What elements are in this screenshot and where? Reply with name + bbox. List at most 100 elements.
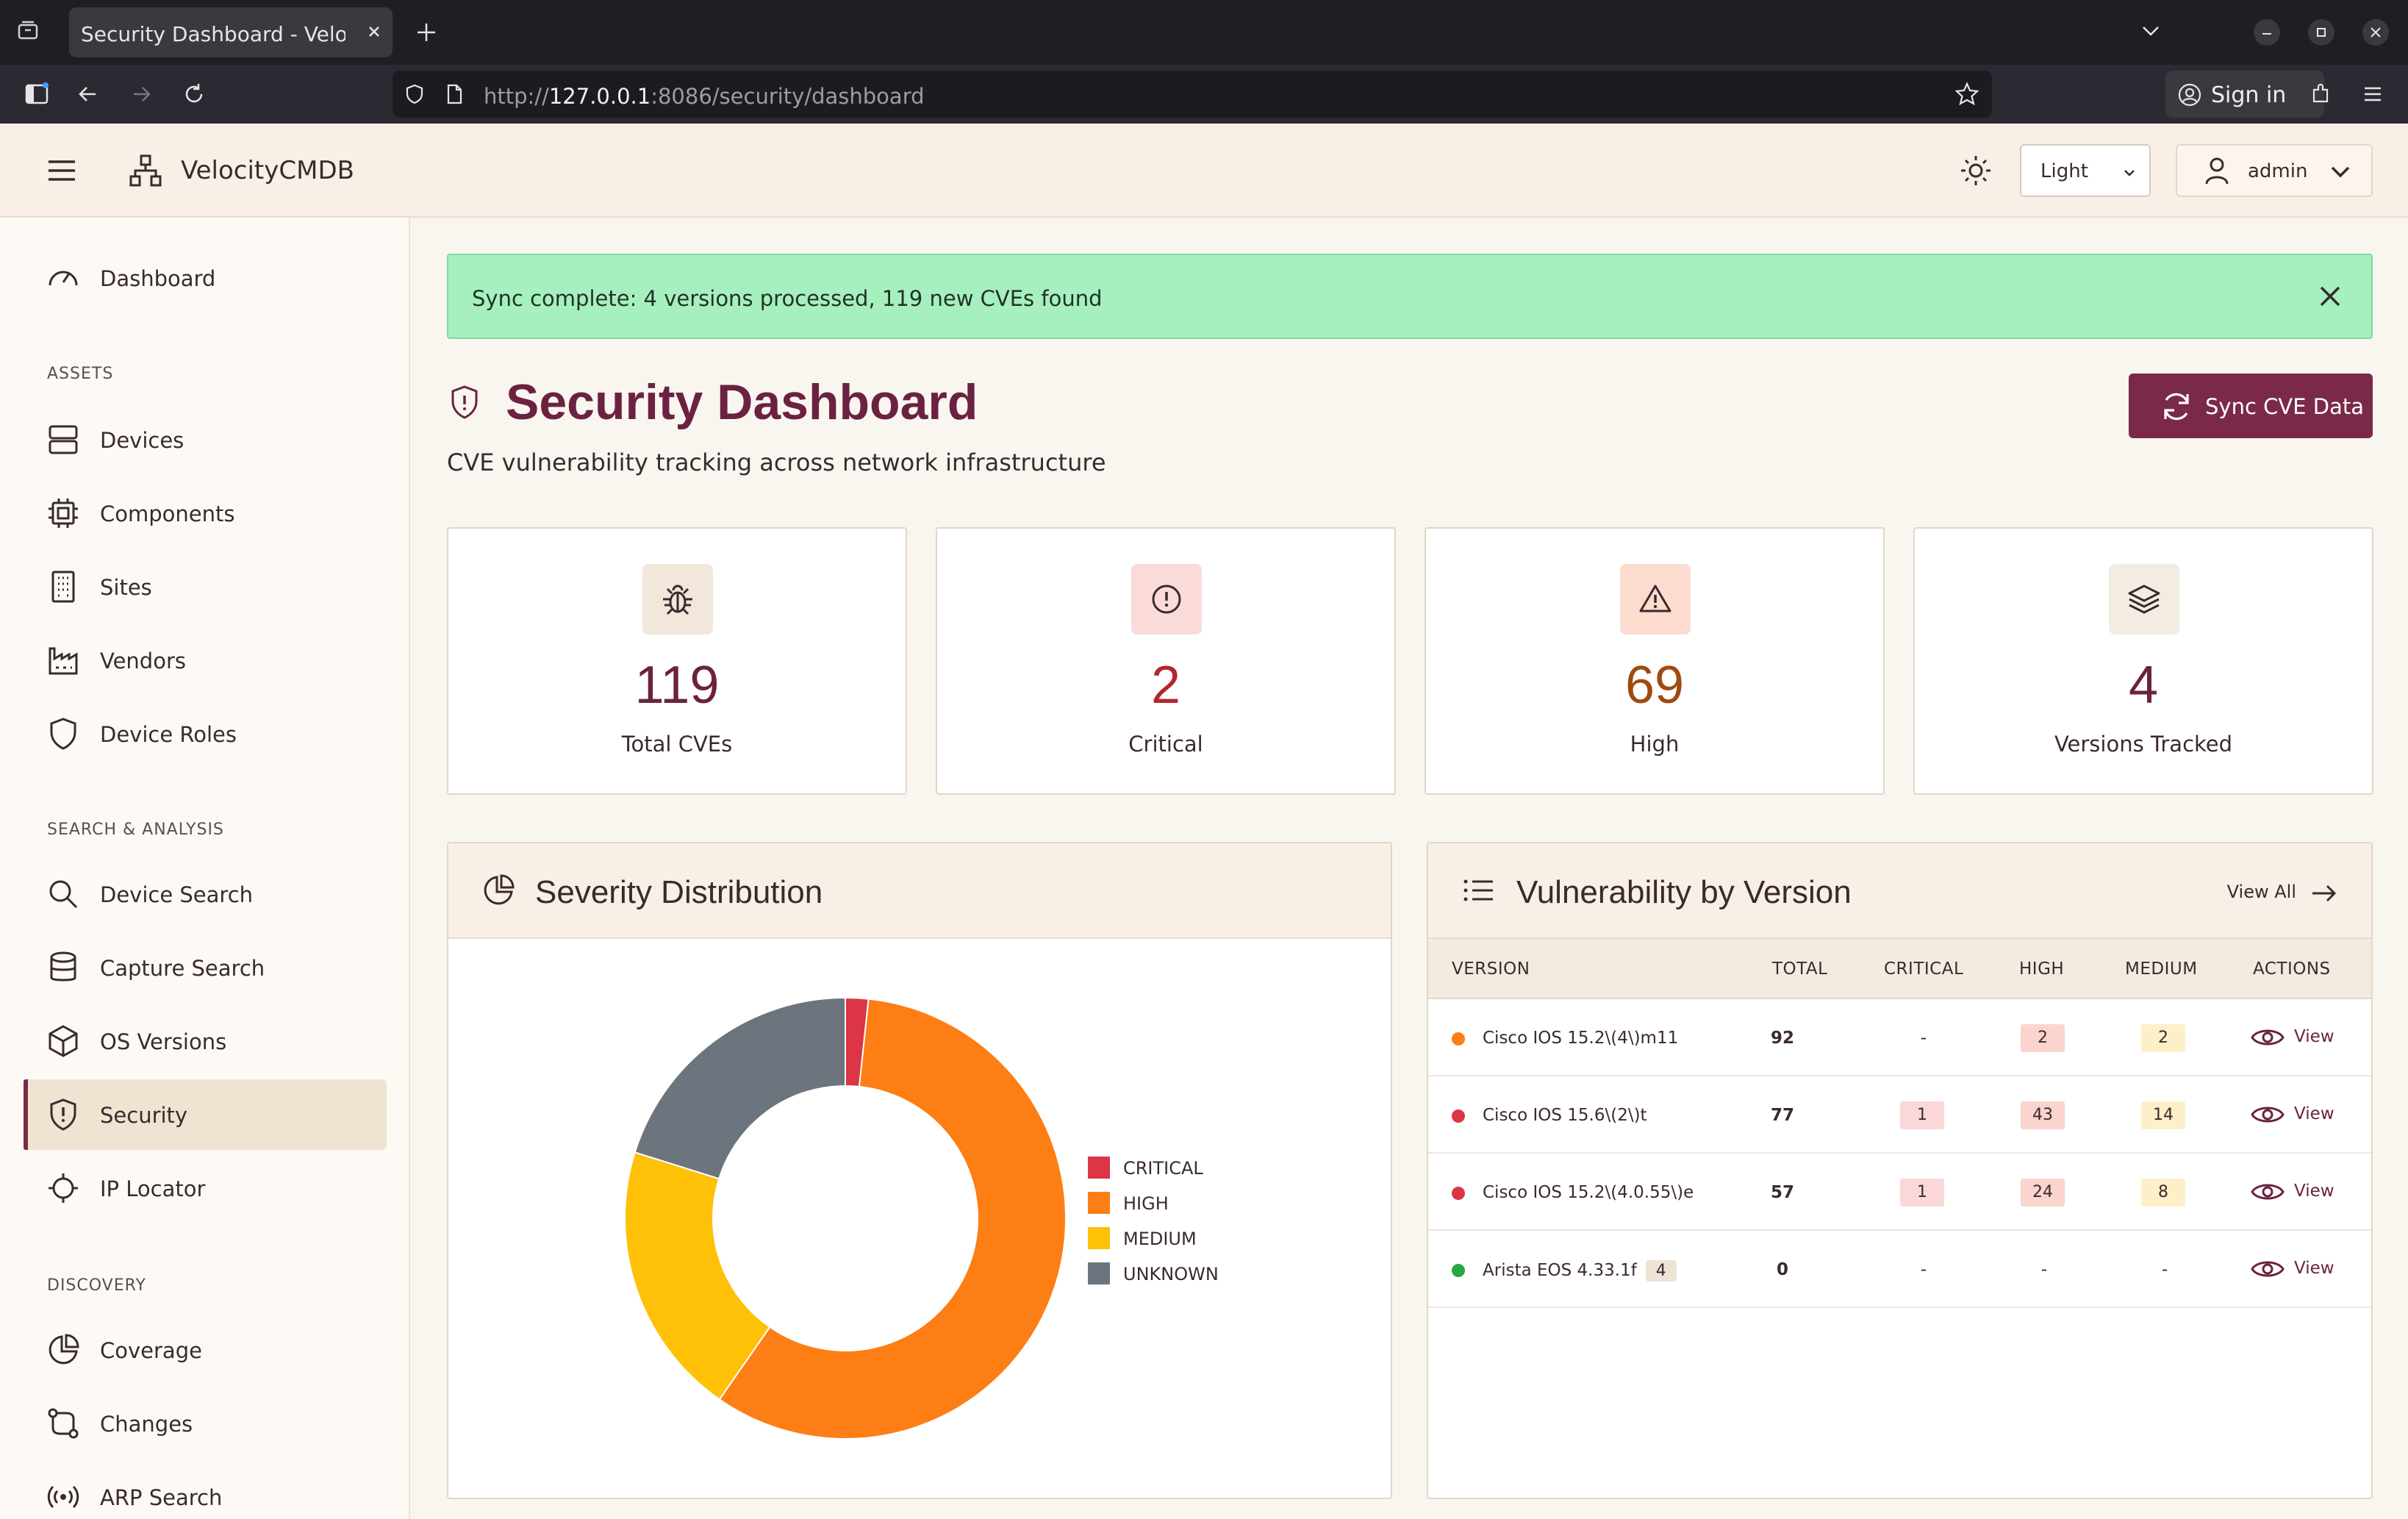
legend-label: CRITICAL bbox=[1123, 1158, 1203, 1179]
extensions-icon[interactable] bbox=[2307, 79, 2336, 109]
eye-icon bbox=[2251, 1261, 2285, 1277]
sync-button-label: Sync CVE Data bbox=[2205, 394, 2364, 419]
window-minimize-icon[interactable] bbox=[2252, 18, 2282, 47]
legend-item-medium[interactable]: MEDIUM bbox=[1088, 1223, 1308, 1252]
forward-arrow-icon[interactable] bbox=[126, 79, 156, 109]
sidebar-item-components[interactable]: Components bbox=[24, 478, 387, 548]
hamburger-menu-icon[interactable] bbox=[46, 156, 78, 185]
sidebar-item-label: Capture Search bbox=[100, 956, 265, 981]
new-tab-icon[interactable] bbox=[413, 19, 440, 46]
view-link[interactable]: View bbox=[2250, 1256, 2334, 1282]
legend-swatch bbox=[1088, 1227, 1110, 1249]
tab-list-icon[interactable] bbox=[16, 19, 40, 43]
bookmark-star-icon[interactable] bbox=[1954, 81, 1980, 107]
version-name[interactable]: Cisco IOS 15.2\(4\)m11 bbox=[1483, 1029, 1679, 1048]
vulnerability-by-version-panel: Vulnerability by Version View All VERSIO… bbox=[1427, 842, 2373, 1499]
window-restore-icon[interactable] bbox=[2307, 18, 2336, 47]
version-name[interactable]: Cisco IOS 15.6\(2\)t bbox=[1483, 1106, 1647, 1125]
app-menu-icon[interactable] bbox=[2358, 79, 2387, 109]
sidebar-item-devices[interactable]: Devices bbox=[24, 404, 387, 475]
view-label: View bbox=[2294, 1259, 2334, 1278]
panel-header: Severity Distribution bbox=[448, 843, 1391, 939]
donut-slice-medium[interactable] bbox=[624, 1151, 771, 1401]
url-bar[interactable]: http://127.0.0.1:8086/security/dashboard bbox=[393, 71, 1992, 118]
status-dot bbox=[1452, 1264, 1465, 1277]
sign-in-button[interactable]: Sign in bbox=[2165, 71, 2324, 118]
page-info-icon[interactable] bbox=[442, 82, 466, 106]
back-arrow-icon[interactable] bbox=[74, 79, 103, 109]
medium-badge: 8 bbox=[2141, 1179, 2185, 1207]
column-header[interactable]: MEDIUM bbox=[2125, 959, 2198, 979]
legend-item-unknown[interactable]: UNKNOWN bbox=[1088, 1258, 1308, 1287]
theme-select-value: Light bbox=[2040, 160, 2088, 182]
column-header[interactable]: ACTIONS bbox=[2253, 959, 2331, 979]
stat-value: 69 bbox=[1624, 656, 1685, 715]
sidebar-item-label: Devices bbox=[100, 428, 184, 453]
brand-name[interactable]: VelocityCMDB bbox=[181, 156, 354, 185]
tab-overflow-chevron-icon[interactable] bbox=[2138, 18, 2164, 44]
sidebar-toggle-icon[interactable] bbox=[22, 79, 51, 109]
donut-slice-high[interactable] bbox=[718, 998, 1067, 1440]
stat-label: Total CVEs bbox=[621, 732, 733, 757]
browser-tab[interactable]: Security Dashboard - VelocityCMDB bbox=[69, 7, 393, 57]
sidebar-item-label: Changes bbox=[100, 1412, 193, 1437]
high-badge: 43 bbox=[2021, 1101, 2065, 1129]
stat-label: Versions Tracked bbox=[2054, 732, 2233, 757]
column-header[interactable]: TOTAL bbox=[1772, 959, 1828, 979]
sidebar-item-label: Coverage bbox=[100, 1338, 202, 1363]
account-icon bbox=[2177, 82, 2202, 107]
sidebar-item-dashboard[interactable]: Dashboard bbox=[24, 243, 387, 313]
url-text[interactable]: http://127.0.0.1:8086/security/dashboard bbox=[484, 84, 925, 109]
donut-slice-unknown[interactable] bbox=[634, 996, 846, 1180]
close-icon[interactable] bbox=[2314, 280, 2346, 312]
layers-icon bbox=[2128, 585, 2160, 614]
panel-title: Severity Distribution bbox=[535, 874, 823, 910]
table-row: Cisco IOS 15.2\(4.0.55\)e 57 1 24 8 View bbox=[1428, 1154, 2371, 1231]
sidebar-item-os-versions[interactable]: OS Versions bbox=[24, 1006, 387, 1076]
legend-label: MEDIUM bbox=[1123, 1229, 1197, 1249]
sidebar: Dashboard ASSETS Devices Components Site… bbox=[0, 218, 410, 1519]
view-label: View bbox=[2294, 1027, 2334, 1046]
sidebar-item-device-search[interactable]: Device Search bbox=[24, 859, 387, 929]
sidebar-item-ip-locator[interactable]: IP Locator bbox=[24, 1153, 387, 1223]
sync-cve-button[interactable]: Sync CVE Data bbox=[2129, 374, 2373, 438]
status-dot bbox=[1452, 1109, 1465, 1123]
stat-icon-box bbox=[1131, 564, 1202, 635]
theme-select[interactable]: Light bbox=[2020, 144, 2151, 197]
list-icon bbox=[1463, 879, 1493, 901]
sidebar-item-sites[interactable]: Sites bbox=[24, 551, 387, 622]
version-name[interactable]: Cisco IOS 15.2\(4.0.55\)e bbox=[1483, 1183, 1694, 1202]
sidebar-item-coverage[interactable]: Coverage bbox=[24, 1315, 387, 1385]
tab-close-icon[interactable] bbox=[363, 21, 385, 43]
view-link[interactable]: View bbox=[2250, 1179, 2334, 1205]
search-icon bbox=[49, 880, 78, 909]
stat-value: 2 bbox=[1150, 656, 1181, 715]
sidebar-item-label: ARP Search bbox=[100, 1485, 223, 1510]
critical-cell: - bbox=[1920, 1260, 1927, 1279]
column-header[interactable]: VERSION bbox=[1452, 959, 1530, 979]
sidebar-item-changes[interactable]: Changes bbox=[24, 1388, 387, 1459]
sidebar-item-capture-search[interactable]: Capture Search bbox=[24, 932, 387, 1003]
legend-item-critical[interactable]: CRITICAL bbox=[1088, 1152, 1308, 1182]
gauge-icon bbox=[49, 271, 78, 286]
legend-item-high[interactable]: HIGH bbox=[1088, 1187, 1308, 1217]
column-header[interactable]: CRITICAL bbox=[1884, 959, 1964, 979]
shield-tracking-icon[interactable] bbox=[403, 82, 426, 106]
reload-icon[interactable] bbox=[179, 79, 209, 109]
sidebar-item-arp-search[interactable]: ARP Search bbox=[24, 1462, 387, 1519]
sidebar-item-security[interactable]: Security bbox=[24, 1079, 387, 1150]
crosshair-icon bbox=[49, 1173, 78, 1203]
view-link[interactable]: View bbox=[2250, 1024, 2334, 1051]
sidebar-item-vendors[interactable]: Vendors bbox=[24, 625, 387, 696]
sidebar-item-device-roles[interactable]: Device Roles bbox=[24, 698, 387, 769]
network-logo-icon[interactable] bbox=[128, 153, 163, 188]
view-all-label: View All bbox=[2226, 882, 2296, 902]
sidebar-section-title: SEARCH & ANALYSIS bbox=[47, 821, 224, 839]
version-name[interactable]: Arista EOS 4.33.1f 4 bbox=[1483, 1260, 1677, 1282]
sun-theme-icon[interactable] bbox=[1958, 153, 1993, 188]
window-close-icon[interactable] bbox=[2361, 18, 2390, 47]
column-header[interactable]: HIGH bbox=[2019, 959, 2065, 979]
user-menu-button[interactable]: admin bbox=[2176, 144, 2373, 197]
high-badge: 2 bbox=[2021, 1024, 2065, 1052]
view-link[interactable]: View bbox=[2250, 1101, 2334, 1128]
